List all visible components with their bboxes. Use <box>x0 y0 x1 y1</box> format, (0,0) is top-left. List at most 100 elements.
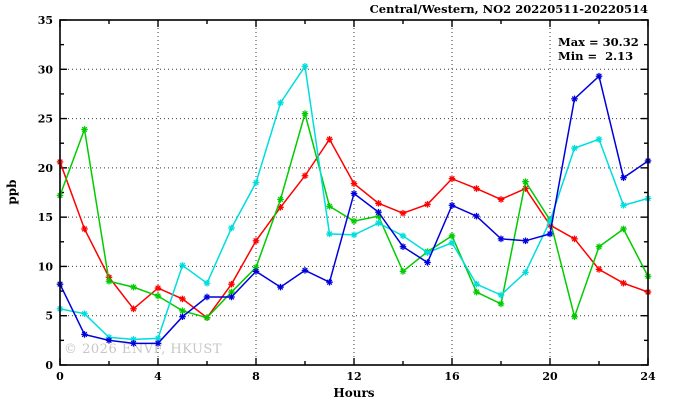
marker-stroke <box>326 203 333 210</box>
series-red-markers <box>56 135 652 321</box>
marker-stroke <box>351 218 357 224</box>
marker-stroke <box>326 279 333 285</box>
x-tick-label: 16 <box>444 370 460 383</box>
marker-stroke <box>326 231 333 237</box>
marker-stroke <box>400 210 406 216</box>
marker-stroke <box>596 73 602 79</box>
max-value-label: Max = 30.32 <box>558 35 639 49</box>
marker-stroke <box>277 284 284 290</box>
marker-stroke <box>326 136 333 143</box>
marker-stroke <box>449 202 455 209</box>
series-green-markers <box>56 110 652 321</box>
y-tick-label: 35 <box>38 14 53 27</box>
marker-stroke <box>620 280 627 286</box>
marker-stroke <box>547 218 553 224</box>
maxmin-annotation: Max = 30.32 Min = 2.13 <box>558 35 639 63</box>
marker-stroke <box>277 100 284 106</box>
marker-stroke <box>253 268 259 275</box>
marker-stroke <box>277 196 284 203</box>
marker-stroke <box>179 296 186 302</box>
x-tick-label: 8 <box>252 370 260 383</box>
marker-stroke <box>620 226 627 232</box>
marker-stroke <box>498 301 504 307</box>
marker-stroke <box>81 331 88 338</box>
marker-stroke <box>375 209 382 216</box>
marker-stroke <box>228 225 235 231</box>
marker-stroke <box>449 175 455 182</box>
marker-stroke <box>473 281 480 287</box>
marker-stroke <box>130 284 137 290</box>
marker-stroke <box>130 306 137 312</box>
marker-stroke <box>498 196 504 203</box>
x-axis-label: Hours <box>333 386 375 400</box>
marker-stroke <box>81 226 88 232</box>
plot-frame <box>59 19 649 366</box>
marker-stroke <box>498 236 504 242</box>
marker-stroke <box>596 266 602 273</box>
marker-stroke <box>620 202 627 209</box>
series-blue-markers <box>56 72 652 347</box>
marker-stroke <box>179 262 186 269</box>
marker-stroke <box>522 269 529 276</box>
marker-stroke <box>473 185 480 192</box>
marker-stroke <box>547 231 553 237</box>
marker-stroke <box>424 249 431 256</box>
x-tick-label: 0 <box>56 370 64 383</box>
series-cyan-markers <box>56 63 652 343</box>
marker-stroke <box>522 178 529 185</box>
marker-stroke <box>522 238 529 244</box>
marker-stroke <box>81 310 88 317</box>
x-tick-label: 20 <box>542 370 558 383</box>
marker-stroke <box>302 63 308 70</box>
y-tick-label: 10 <box>38 260 54 273</box>
y-tick-label: 20 <box>38 162 54 175</box>
x-tick-label: 12 <box>346 370 361 383</box>
marker-stroke <box>375 220 382 226</box>
marker-stroke <box>498 292 504 298</box>
marker-stroke <box>179 313 186 320</box>
marker-stroke <box>596 243 602 250</box>
marker-stroke <box>571 96 578 102</box>
x-tick-label: 4 <box>154 370 162 383</box>
y-tick-label: 15 <box>38 211 53 224</box>
marker-stroke <box>571 236 578 242</box>
marker-stroke <box>302 267 308 274</box>
marker-stroke <box>302 110 308 117</box>
marker-stroke <box>571 145 578 151</box>
y-tick-label: 5 <box>45 310 53 323</box>
x-tick-label: 24 <box>640 370 656 383</box>
y-tick-label: 25 <box>38 113 53 126</box>
marker-stroke <box>375 200 382 207</box>
chart-title: Central/Western, NO2 20220511-20220514 <box>369 2 648 16</box>
marker-stroke <box>400 233 406 239</box>
marker-stroke <box>571 313 578 320</box>
marker-stroke <box>228 294 235 300</box>
marker-stroke <box>424 259 431 266</box>
marker-stroke <box>449 239 455 246</box>
marker-stroke <box>253 179 259 186</box>
marker-stroke <box>253 238 259 244</box>
marker-stroke <box>228 281 235 287</box>
marker-stroke <box>400 243 406 250</box>
marker-stroke <box>179 307 186 314</box>
marker-stroke <box>596 136 602 143</box>
marker-stroke <box>228 289 235 295</box>
marker-stroke <box>204 294 210 300</box>
marker-stroke <box>400 268 406 275</box>
y-tick-label: 0 <box>45 359 53 372</box>
marker-stroke <box>106 337 112 344</box>
marker-stroke <box>277 204 284 211</box>
marker-stroke <box>351 190 357 197</box>
marker-stroke <box>620 174 627 181</box>
series-cyan-line <box>59 64 649 341</box>
marker-stroke <box>155 293 161 299</box>
marker-stroke <box>106 278 112 285</box>
marker-stroke <box>424 201 431 208</box>
min-value-label: Min = 2.13 <box>558 48 634 63</box>
marker-stroke <box>204 280 210 286</box>
marker-stroke <box>449 233 455 239</box>
watermark: © 2026 ENVF, HKUST <box>64 342 222 357</box>
marker-stroke <box>155 335 161 342</box>
